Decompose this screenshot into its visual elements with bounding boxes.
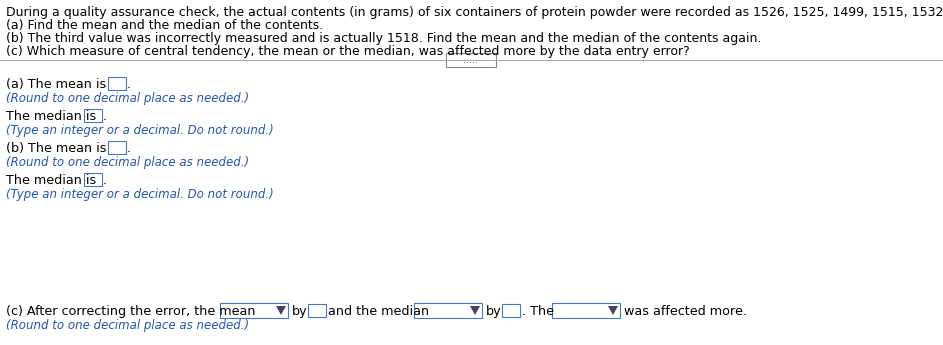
Bar (414, 303, 482, 318)
Text: .: . (103, 174, 108, 187)
Text: (Type an integer or a decimal. Do not round.): (Type an integer or a decimal. Do not ro… (6, 124, 273, 137)
Text: .: . (127, 142, 131, 155)
Bar (84, 173, 102, 186)
Bar (502, 304, 520, 317)
Bar (220, 303, 288, 318)
Text: (c) After correcting the error, the mean: (c) After correcting the error, the mean (6, 305, 256, 318)
Text: (Round to one decimal place as needed.): (Round to one decimal place as needed.) (6, 156, 249, 169)
Text: by: by (486, 305, 502, 318)
Text: (b) The third value was incorrectly measured and is actually 1518. Find the mean: (b) The third value was incorrectly meas… (6, 32, 761, 45)
Text: During a quality assurance check, the actual contents (in grams) of six containe: During a quality assurance check, the ac… (6, 6, 943, 19)
Text: (Round to one decimal place as needed.): (Round to one decimal place as needed.) (6, 319, 249, 332)
Text: .: . (127, 78, 131, 91)
Text: (b) The mean is: (b) The mean is (6, 142, 107, 155)
Text: . The: . The (522, 305, 554, 318)
Bar (108, 77, 126, 90)
Text: The median is: The median is (6, 110, 96, 123)
Text: (Round to one decimal place as needed.): (Round to one decimal place as needed.) (6, 92, 249, 105)
Bar (446, 53, 496, 67)
Polygon shape (470, 306, 480, 315)
Text: (Type an integer or a decimal. Do not round.): (Type an integer or a decimal. Do not ro… (6, 188, 273, 201)
Text: by: by (292, 305, 307, 318)
Polygon shape (276, 306, 286, 315)
Text: .....: ..... (464, 55, 478, 65)
Polygon shape (608, 306, 618, 315)
Text: was affected more.: was affected more. (624, 305, 747, 318)
Text: and the median: and the median (328, 305, 429, 318)
Bar (108, 141, 126, 154)
Text: (a) Find the mean and the median of the contents.: (a) Find the mean and the median of the … (6, 19, 323, 32)
Bar (308, 304, 326, 317)
Bar (84, 109, 102, 122)
Text: .: . (103, 110, 108, 123)
Text: (a) The mean is: (a) The mean is (6, 78, 107, 91)
Text: The median is: The median is (6, 174, 96, 187)
Bar (552, 303, 620, 318)
Text: (c) Which measure of central tendency, the mean or the median, was affected more: (c) Which measure of central tendency, t… (6, 45, 689, 58)
